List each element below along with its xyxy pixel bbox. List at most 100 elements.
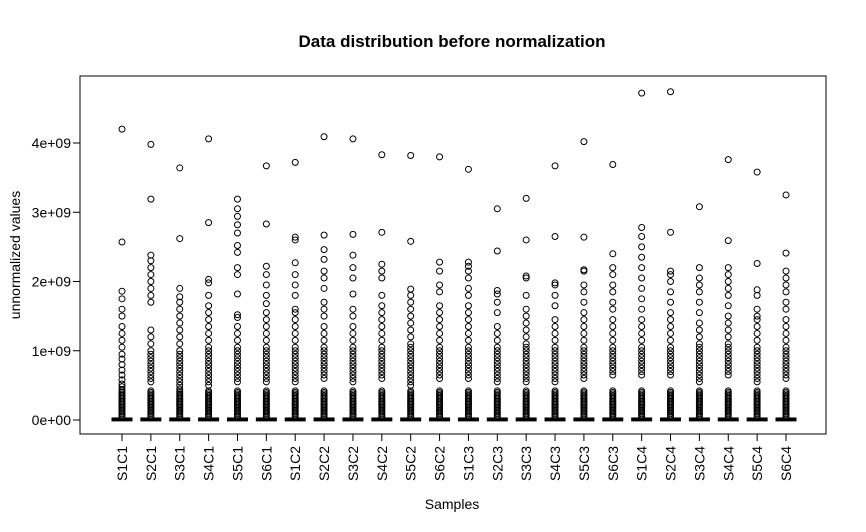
outlier-point [609,354,617,362]
outlier-point [320,231,328,239]
outlier-point [580,343,588,351]
outlier-point [233,364,241,372]
outlier-point [436,302,444,310]
outlier-point [378,260,386,268]
outlier-point [753,336,761,344]
outlier-point [522,272,530,280]
outlier-point [291,361,299,369]
outlier-point [378,374,386,382]
outlier-point [378,357,386,365]
outlier-point [147,326,155,334]
outlier-point [782,413,790,421]
outlier-point [522,291,530,299]
outlier-point [176,326,184,334]
outlier-point [724,284,732,292]
x-tick-label-s5c3: S5C3 [576,446,592,481]
outlier-point [291,236,299,244]
outlier-point [147,271,155,279]
outlier-point [464,323,472,331]
outlier-point [378,364,386,372]
outlier-point [147,278,155,285]
outlier-point [147,354,155,362]
outlier-point [782,274,790,282]
outlier-point [782,361,790,369]
outlier-point [233,195,241,203]
outlier-point [638,253,646,261]
outlier-point [551,329,559,337]
outlier-point [147,298,155,306]
outlier-point [667,413,675,421]
outlier-point [407,374,415,382]
outlier-point [436,413,444,421]
outlier-point [205,343,213,351]
outlier-point [493,368,501,376]
outlier-point [522,364,530,372]
outlier-point [667,350,675,358]
outlier-point [609,329,617,337]
outlier-point [262,374,270,382]
outlier-point [695,281,703,289]
outlier-point [436,153,444,161]
outlier-point [551,291,559,299]
outlier-point [176,312,184,320]
outlier-point [753,168,761,176]
outlier-point [205,371,213,379]
outlier-point [291,233,299,241]
box-s5c4 [746,168,768,422]
outlier-point [609,288,617,296]
outlier-point [580,309,588,317]
outlier-point [147,333,155,341]
outlier-point [349,264,357,272]
box-s3c3 [515,194,537,422]
outlier-point [580,347,588,355]
x-tick-label-s4c2: S4C2 [374,446,390,481]
outlier-point [147,264,155,272]
outlier-point [320,323,328,331]
x-tick-label-s3c2: S3C2 [345,446,361,481]
outlier-point [464,371,472,379]
outlier-point [724,343,732,351]
outlier-point [580,233,588,241]
outlier-point [176,361,184,369]
outlier-point [176,164,184,172]
outlier-point [464,291,472,299]
outlier-point [724,271,732,279]
outlier-point [753,374,761,382]
outlier-point [782,329,790,337]
outlier-point [493,350,501,358]
box-s2c3 [486,205,508,422]
box-s6c1 [255,162,277,422]
outlier-point [724,319,732,327]
outlier-point [493,323,501,331]
outlier-point [233,371,241,379]
outlier-point [407,354,415,362]
outlier-point [436,357,444,365]
outlier-point [147,347,155,355]
outlier-point [724,413,732,421]
outlier-point [782,316,790,324]
outlier-point [493,309,501,317]
outlier-point [205,354,213,362]
x-axis: S1C1 S2C1 S3C1 S4C1 S5C1 S6C1 S1C2 S2C2 S3C2 S4C2… [114,433,794,481]
outlier-point [609,357,617,365]
outlier-point [291,281,299,289]
outlier-point [551,162,559,170]
outlier-point [205,323,213,331]
outlier-point [320,274,328,282]
outlier-point [464,354,472,362]
outlier-point [205,374,213,382]
outlier-point [436,374,444,382]
outlier-point [580,413,588,421]
outlier-point [118,343,126,351]
outlier-point [464,364,472,372]
outlier-point [262,329,270,337]
outlier-point [349,336,357,344]
outlier-point [320,305,328,313]
outlier-point [349,323,357,331]
outlier-point [551,343,559,351]
outlier-point [378,274,386,282]
outlier-point [233,221,241,229]
outlier-point [522,319,530,327]
outlier-point [522,374,530,382]
outlier-point [464,262,472,270]
